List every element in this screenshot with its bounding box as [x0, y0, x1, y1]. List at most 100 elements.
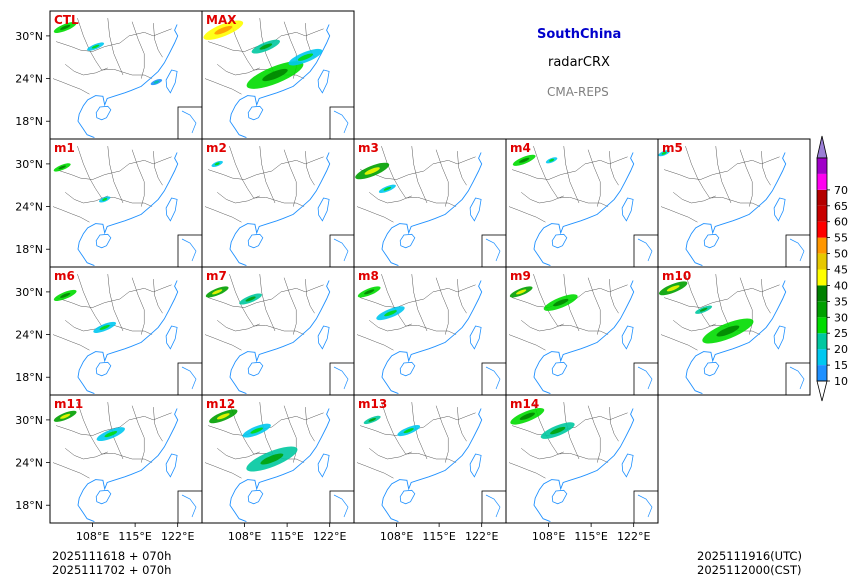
- echo-core: [214, 162, 220, 166]
- echo-core: [212, 289, 223, 295]
- province-border: [128, 284, 172, 293]
- echo-core: [245, 296, 256, 302]
- province-border: [512, 163, 586, 180]
- colorbar-segment: [817, 333, 827, 350]
- province-border: [77, 402, 153, 463]
- taiwan-coast: [165, 453, 178, 478]
- province-border: [587, 405, 601, 463]
- province-border: [56, 291, 130, 308]
- taiwan-coast: [621, 197, 634, 222]
- province-border: [217, 64, 260, 76]
- x-tick-label: 122°E: [161, 530, 194, 543]
- province-border: [153, 407, 163, 442]
- y-tick-label: 30°N: [15, 158, 43, 171]
- province-border: [521, 448, 564, 460]
- scs-inset: [329, 234, 355, 268]
- hainan-coast: [399, 361, 416, 377]
- province-border: [208, 291, 282, 308]
- taiwan-coast: [469, 325, 482, 350]
- y-tick-label: 24°N: [15, 329, 43, 342]
- panel-map: [204, 146, 331, 267]
- y-tick-label: 18°N: [15, 115, 43, 128]
- panel-map: [508, 274, 635, 395]
- province-border: [208, 163, 282, 180]
- province-border: [56, 419, 130, 436]
- province-border: [584, 284, 628, 293]
- province-border: [761, 151, 771, 186]
- coastline: [533, 280, 635, 395]
- panel: m1 30°N 24°N 18°N: [15, 138, 203, 268]
- panel: m13 108°E 115°E 122°E: [353, 394, 507, 543]
- echo-core: [262, 68, 288, 82]
- scs-inset: [177, 234, 203, 268]
- panel-label: CTL: [54, 13, 79, 27]
- province-border: [521, 320, 564, 332]
- colorbar-segment: [817, 365, 827, 381]
- hainan-coast: [399, 489, 416, 505]
- province-border: [563, 402, 580, 460]
- echo-core: [364, 289, 375, 295]
- taiwan-coast: [773, 197, 786, 222]
- province-border: [131, 21, 145, 79]
- province-border: [217, 192, 260, 204]
- hainan-coast: [247, 105, 264, 121]
- province-border: [229, 274, 305, 335]
- valid-time-cst: 2025112000(CST): [697, 563, 802, 577]
- panel-label: MAX: [206, 13, 237, 27]
- hainan-coast: [551, 233, 568, 249]
- province-border: [56, 35, 130, 52]
- scs-inset: [633, 490, 659, 524]
- province-border: [65, 448, 108, 460]
- colorbar-segment: [817, 317, 827, 334]
- x-tick-label: 122°E: [617, 530, 650, 543]
- panel: m5: [657, 138, 811, 268]
- panel-label: m5: [662, 141, 683, 155]
- province-border: [305, 407, 315, 442]
- province-border: [77, 18, 153, 79]
- province-border: [609, 279, 619, 314]
- panel-map: [204, 274, 331, 395]
- echo-core: [384, 310, 397, 317]
- province-border: [609, 407, 619, 442]
- scs-inset: [633, 362, 659, 396]
- echo-core: [403, 428, 414, 434]
- province-border: [739, 149, 753, 207]
- province-border: [356, 462, 394, 479]
- echo-core: [383, 186, 392, 191]
- scs-inset-coast: [181, 494, 197, 518]
- province-border: [107, 146, 124, 204]
- panel-frame: [505, 394, 659, 524]
- taiwan-coast: [317, 325, 330, 350]
- taiwan-coast: [317, 69, 330, 94]
- province-border: [660, 334, 698, 351]
- coastline: [229, 280, 331, 395]
- colorbar-segment: [817, 237, 827, 254]
- scs-inset: [785, 234, 811, 268]
- y-tick-label: 30°N: [15, 414, 43, 427]
- colorbar-label: 10: [834, 375, 848, 388]
- province-border: [457, 279, 467, 314]
- scs-inset-coast: [789, 238, 805, 262]
- province-border: [356, 206, 394, 223]
- province-border: [508, 334, 546, 351]
- colorbar-segment: [817, 158, 827, 174]
- province-border: [305, 279, 315, 314]
- province-border: [673, 192, 716, 204]
- province-border: [52, 462, 90, 479]
- panel-label: m12: [206, 397, 235, 411]
- echo-core: [260, 453, 284, 465]
- colorbar-segment: [817, 189, 827, 206]
- y-tick-label: 30°N: [15, 286, 43, 299]
- y-tick-label: 24°N: [15, 457, 43, 470]
- x-tick-label: 115°E: [422, 530, 455, 543]
- province-border: [411, 402, 428, 460]
- coastline: [685, 280, 787, 395]
- colorbar-label: 60: [834, 216, 848, 229]
- echo-core: [259, 43, 273, 50]
- province-border: [435, 405, 449, 463]
- panel-label: m4: [510, 141, 531, 155]
- province-border: [508, 206, 546, 223]
- coastline: [685, 152, 787, 267]
- echo-core: [58, 165, 67, 170]
